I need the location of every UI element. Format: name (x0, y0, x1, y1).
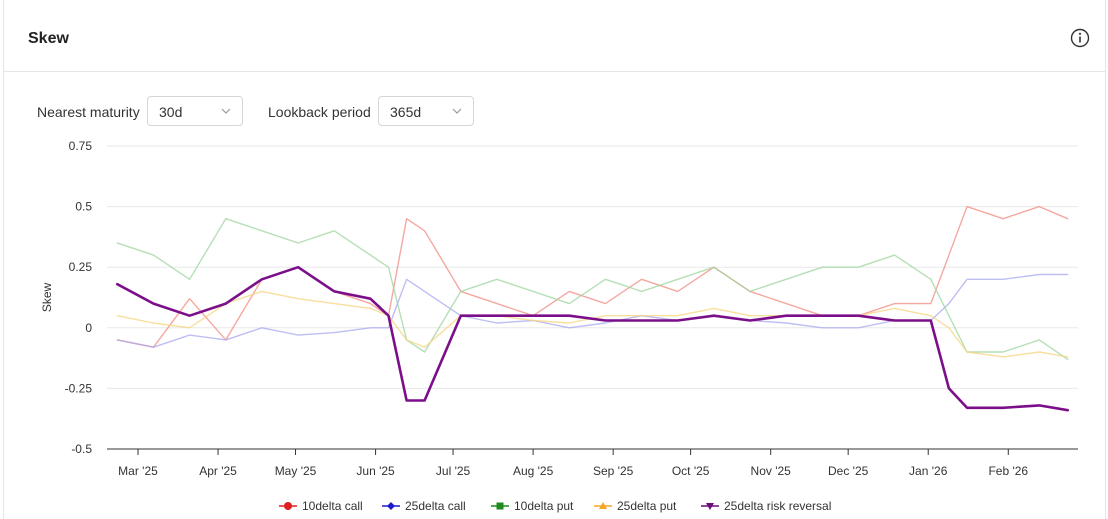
series-line-25delta-risk-reversal (116, 265, 1069, 412)
legend-label: 10delta put (514, 499, 574, 513)
series-line-10delta-call (116, 205, 1069, 348)
maturity-value: 30d (159, 104, 183, 120)
x-tick-label: May '25 (275, 464, 317, 478)
legend-label: 25delta put (617, 499, 677, 513)
y-tick-label: 0 (85, 321, 92, 335)
x-tick-label: Jun '25 (356, 464, 395, 478)
chevron-down-icon (221, 108, 231, 114)
x-tick-label: Mar '25 (118, 464, 158, 478)
legend-label: 25delta call (405, 499, 466, 513)
x-tick-label: Feb '26 (988, 464, 1028, 478)
card-title: Skew (28, 30, 69, 47)
y-tick-label: 0.25 (69, 260, 93, 274)
y-axis-label: Skew (40, 282, 54, 312)
y-tick-label: -0.5 (71, 442, 92, 456)
lookback-value: 365d (390, 104, 422, 120)
lookback-label: Lookback period (268, 104, 371, 120)
legend-marker (284, 502, 292, 510)
legend-marker (387, 502, 395, 510)
chevron-down-icon (452, 108, 462, 114)
x-tick-label: Aug '25 (513, 464, 554, 478)
legend-marker (496, 502, 504, 510)
x-tick-label: Apr '25 (199, 464, 237, 478)
skew-card: Skew Nearest maturity 30d Lookback perio… (3, 0, 1106, 519)
legend-label: 10delta call (302, 499, 363, 513)
y-tick-label: -0.25 (65, 381, 93, 395)
legend-marker (599, 502, 607, 509)
x-tick-label: Nov '25 (751, 464, 792, 478)
x-tick-label: Sep '25 (593, 464, 634, 478)
chart-controls: Nearest maturity 30d Lookback period 365… (4, 96, 1105, 128)
x-tick-label: Oct '25 (672, 464, 710, 478)
maturity-label: Nearest maturity (37, 104, 140, 120)
y-tick-label: 0.5 (75, 200, 92, 214)
x-tick-label: Jul '25 (436, 464, 471, 478)
maturity-select[interactable]: 30d (147, 96, 243, 126)
card-header: Skew (4, 0, 1105, 72)
lookback-select[interactable]: 365d (378, 96, 474, 126)
series-line-10delta-put (116, 217, 1069, 360)
info-icon[interactable] (1070, 28, 1090, 48)
x-tick-label: Jan '26 (909, 464, 948, 478)
x-tick-label: Dec '25 (828, 464, 869, 478)
legend-label: 25delta risk reversal (724, 499, 831, 513)
y-tick-label: 0.75 (69, 139, 93, 153)
legend-marker (706, 503, 714, 510)
series-line-25delta-call (116, 273, 1069, 348)
